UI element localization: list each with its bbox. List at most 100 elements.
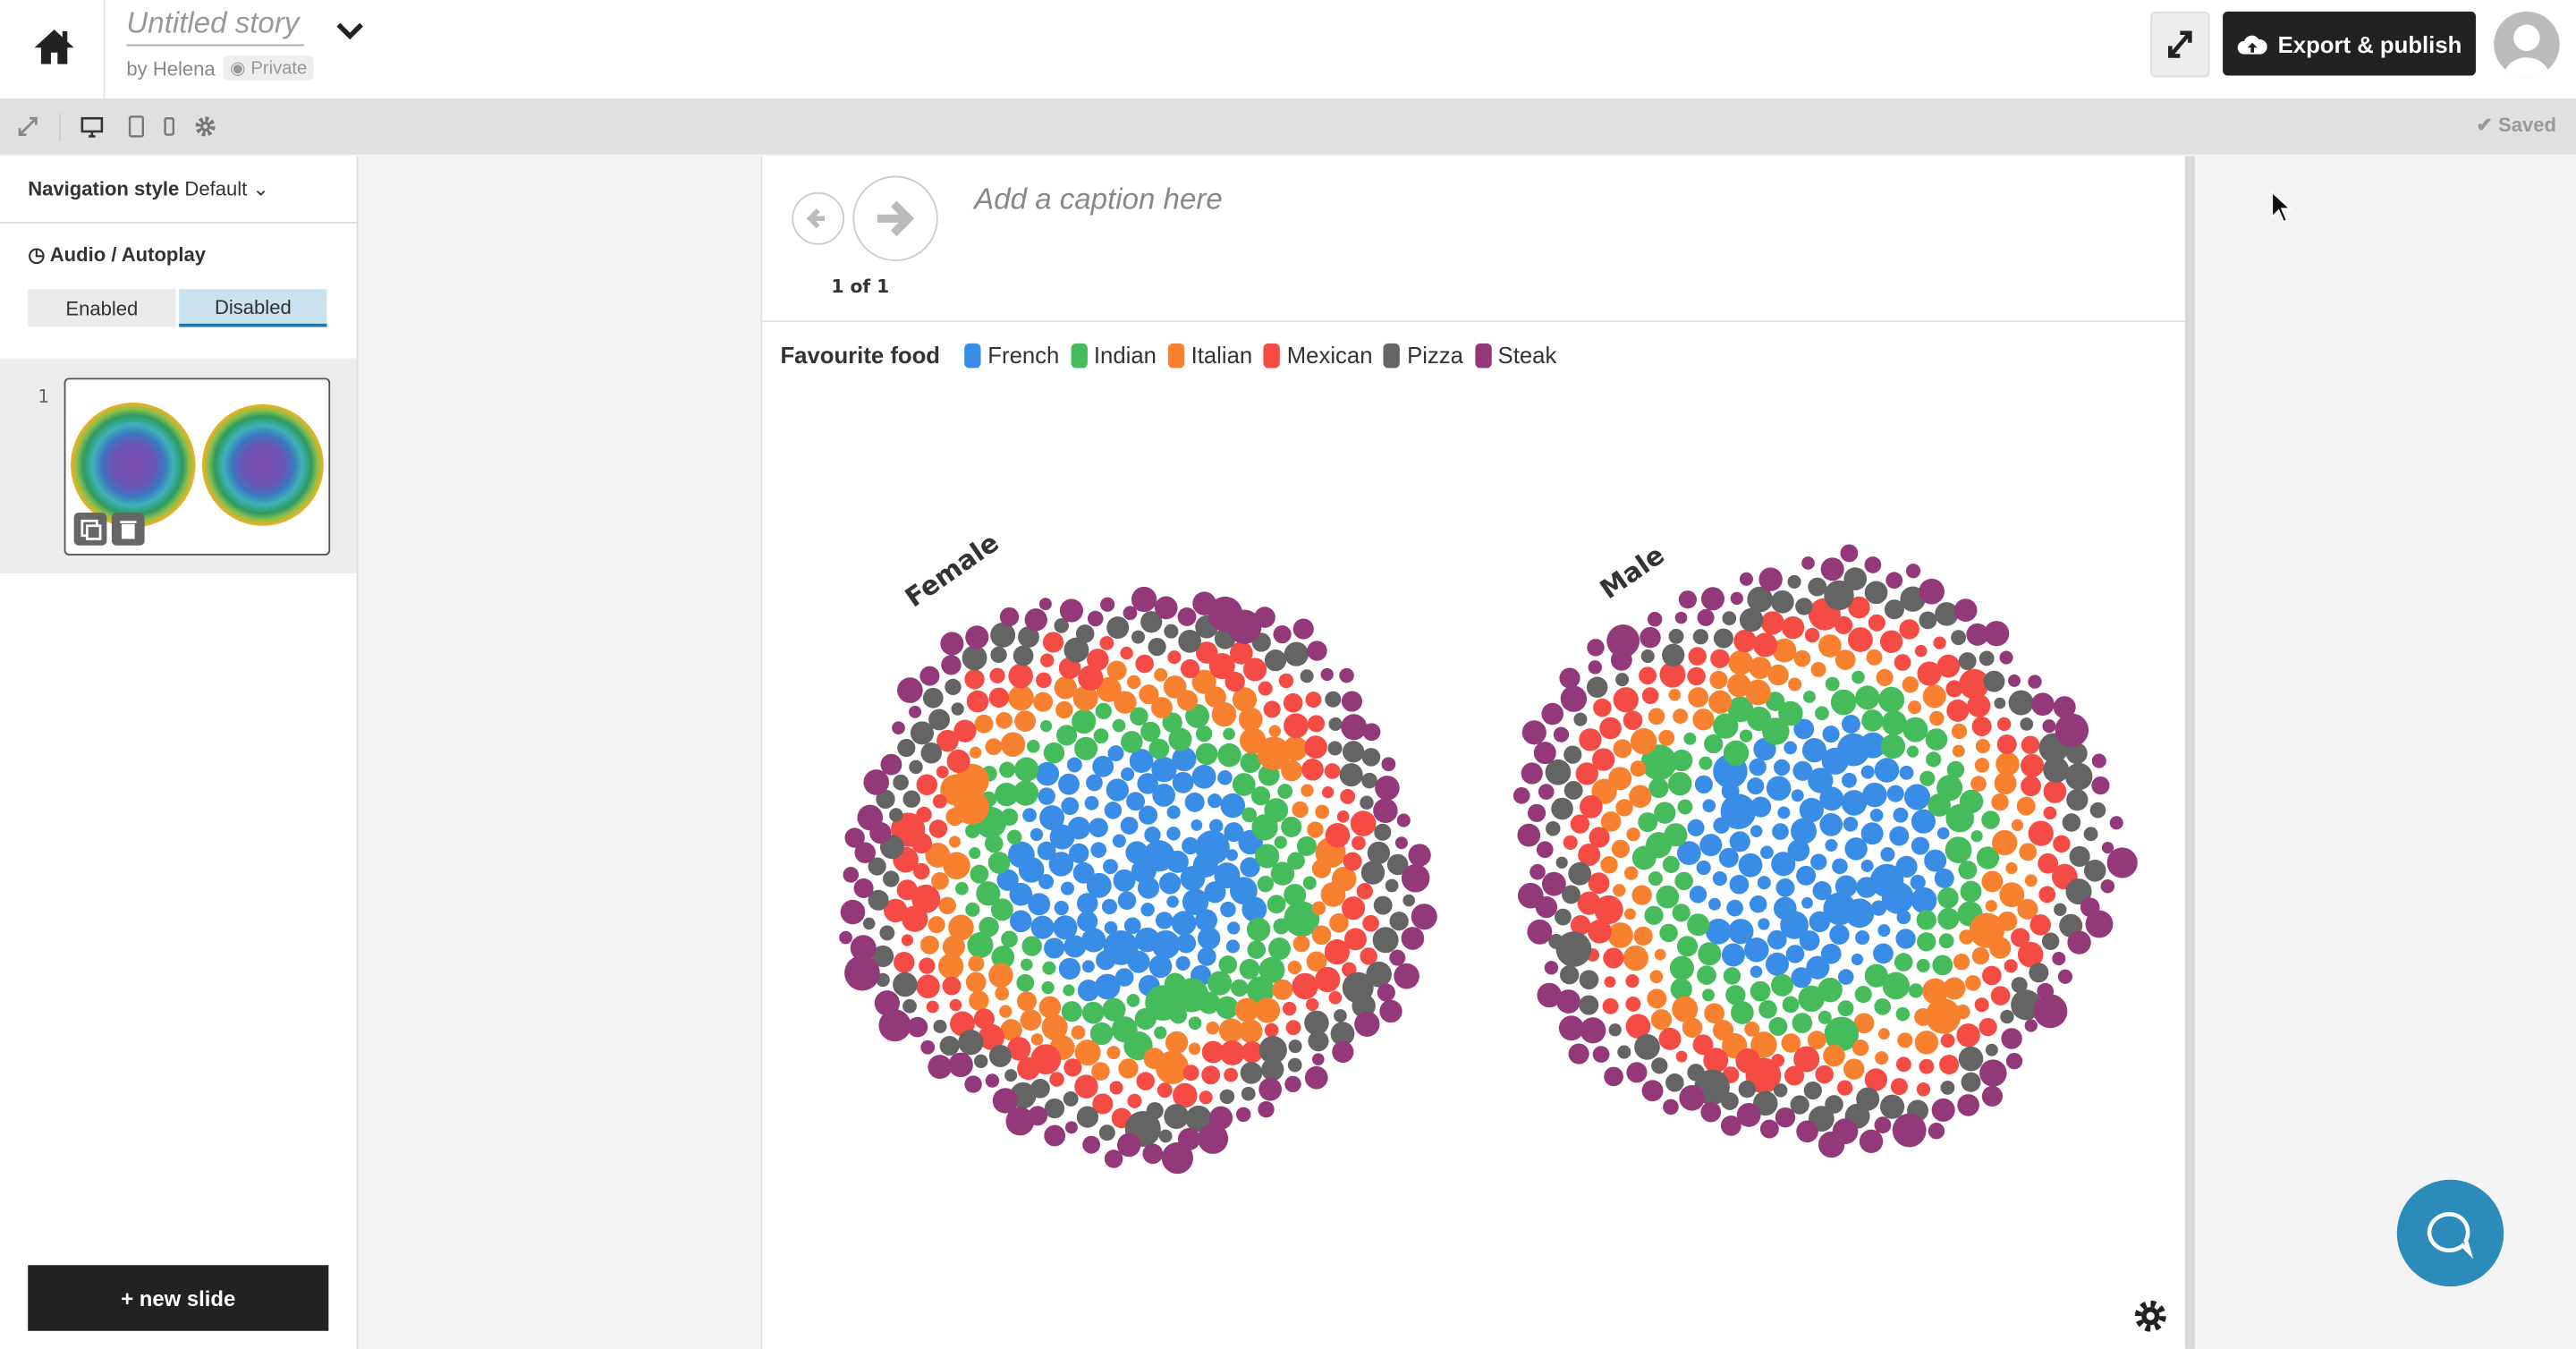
bubble-italian[interactable]	[1281, 759, 1302, 782]
bubble-pizza[interactable]	[862, 917, 876, 930]
bubble-italian[interactable]	[1649, 970, 1664, 984]
bubble-steak[interactable]	[1100, 597, 1115, 612]
bubble-indian[interactable]	[1042, 961, 1056, 975]
bubble-italian[interactable]	[1907, 700, 1922, 715]
bubble-french[interactable]	[1837, 969, 1854, 985]
bubble-french[interactable]	[996, 869, 1019, 891]
bubble-mexican[interactable]	[978, 1023, 1004, 1050]
bubble-pizza[interactable]	[1385, 878, 1399, 893]
bubble-pizza[interactable]	[2089, 802, 2106, 819]
bubble-italian[interactable]	[1631, 885, 1652, 905]
bubble-mexican[interactable]	[1324, 939, 1351, 965]
bubble-french[interactable]	[1044, 938, 1065, 959]
bubble-indian[interactable]	[1727, 696, 1754, 723]
bubble-steak[interactable]	[1379, 999, 1402, 1023]
bubble-italian[interactable]	[2016, 796, 2036, 816]
bubble-steak[interactable]	[1984, 621, 2010, 647]
bubble-indian[interactable]	[1061, 1001, 1082, 1022]
bubble-pizza[interactable]	[1720, 1092, 1739, 1110]
next-slide-button[interactable]	[852, 175, 938, 262]
bubble-mexican[interactable]	[1603, 947, 1624, 969]
bubble-mexican[interactable]	[1292, 972, 1318, 1000]
bubble-italian[interactable]	[1072, 685, 1098, 711]
bubble-italian[interactable]	[995, 986, 1010, 1001]
bubble-italian[interactable]	[1165, 1031, 1189, 1055]
bubble-mexican[interactable]	[1049, 1072, 1064, 1087]
bubble-french[interactable]	[1844, 837, 1868, 861]
bubble-steak[interactable]	[985, 1073, 1000, 1088]
bubble-steak[interactable]	[1559, 667, 1580, 689]
bubble-italian[interactable]	[1929, 710, 1945, 726]
bubble-mexican[interactable]	[1570, 915, 1591, 936]
gear-icon[interactable]	[194, 115, 217, 139]
bubble-french[interactable]	[1851, 953, 1864, 966]
bubble-pizza[interactable]	[1563, 780, 1583, 800]
bubble-indian[interactable]	[1878, 686, 1905, 713]
bubble-italian[interactable]	[2005, 861, 2018, 875]
bubble-steak[interactable]	[941, 655, 962, 675]
bubble-french[interactable]	[1058, 773, 1080, 795]
bubble-french[interactable]	[1820, 943, 1842, 964]
bubble-italian[interactable]	[1091, 1062, 1110, 1081]
bubble-indian[interactable]	[1960, 880, 1982, 903]
bubble-mexican[interactable]	[1563, 835, 1578, 850]
bubble-steak[interactable]	[1864, 556, 1882, 573]
bubble-french[interactable]	[1101, 898, 1118, 915]
bubble-steak[interactable]	[1087, 610, 1104, 627]
bubble-pizza[interactable]	[945, 678, 962, 696]
new-slide-button[interactable]: + new slide	[28, 1265, 329, 1331]
bubble-italian[interactable]	[1016, 991, 1037, 1012]
bubble-italian[interactable]	[1139, 684, 1159, 705]
bubble-indian[interactable]	[1074, 736, 1098, 760]
bubble-italian[interactable]	[1071, 1025, 1086, 1040]
bubble-indian[interactable]	[1945, 836, 1972, 864]
bubble-mexican[interactable]	[913, 862, 930, 880]
bubble-pizza[interactable]	[1586, 676, 1608, 699]
bubble-mexican[interactable]	[1594, 895, 1623, 925]
bubble-french[interactable]	[1172, 746, 1197, 772]
bubble-french[interactable]	[1784, 741, 1798, 755]
bubble-french[interactable]	[1911, 809, 1936, 834]
bubble-mexican[interactable]	[1086, 649, 1109, 671]
bubble-italian[interactable]	[1055, 700, 1073, 719]
bubble-italian[interactable]	[970, 746, 982, 759]
bubble-steak[interactable]	[948, 1052, 973, 1078]
bubble-indian[interactable]	[1837, 1000, 1854, 1017]
bubble-pizza[interactable]	[1076, 1106, 1099, 1128]
bubble-indian[interactable]	[1656, 885, 1680, 909]
bubble-indian[interactable]	[1750, 980, 1771, 1002]
bubble-pizza[interactable]	[902, 790, 920, 808]
bubble-indian[interactable]	[1669, 955, 1695, 980]
bubble-pizza[interactable]	[1548, 933, 1564, 949]
bubble-mexican[interactable]	[1008, 663, 1033, 689]
bubble-italian[interactable]	[1992, 829, 2018, 856]
bubble-french[interactable]	[1747, 777, 1765, 795]
bubble-indian[interactable]	[1112, 718, 1126, 733]
bubble-steak[interactable]	[1354, 1011, 1380, 1037]
bubble-italian[interactable]	[1155, 1050, 1190, 1084]
export-publish-button[interactable]: Export & publish	[2223, 11, 2476, 76]
bubble-steak[interactable]	[1527, 919, 1553, 945]
bubble-italian[interactable]	[1014, 710, 1037, 733]
bubble-mexican[interactable]	[1324, 763, 1341, 779]
bubble-italian[interactable]	[1623, 866, 1639, 880]
bubble-french[interactable]	[1819, 812, 1843, 836]
bubble-mexican[interactable]	[942, 976, 962, 996]
bubble-french[interactable]	[1092, 755, 1114, 777]
bubble-french[interactable]	[1225, 849, 1238, 861]
bubble-steak[interactable]	[892, 721, 905, 735]
bubble-indian[interactable]	[1258, 956, 1285, 983]
bubble-indian[interactable]	[1970, 830, 1983, 843]
bubble-italian[interactable]	[1965, 975, 1981, 991]
bubble-french[interactable]	[1792, 760, 1813, 781]
bubble-french[interactable]	[1207, 793, 1223, 809]
bubble-italian[interactable]	[937, 954, 964, 980]
legend-item-french[interactable]: French	[964, 342, 1059, 368]
bubble-indian[interactable]	[1917, 932, 1936, 952]
bubble-steak[interactable]	[1720, 1115, 1741, 1136]
bubble-french[interactable]	[1844, 898, 1875, 929]
bubble-mexican[interactable]	[1784, 1065, 1805, 1086]
bubble-mexican[interactable]	[1201, 1040, 1224, 1064]
bubble-steak[interactable]	[840, 899, 866, 925]
bubble-mexican[interactable]	[1687, 666, 1706, 686]
